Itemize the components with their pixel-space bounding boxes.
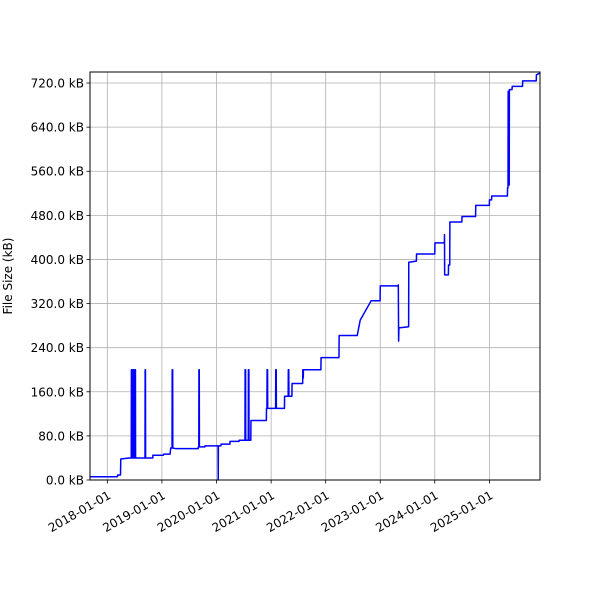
grid	[90, 72, 540, 481]
y-tick-label: 160.0 kB	[31, 385, 84, 399]
y-tick-label: 640.0 kB	[31, 121, 84, 135]
y-axis-label: File Size (kB)	[1, 238, 15, 315]
y-tick-label: 0.0 kB	[46, 474, 84, 488]
series-layer	[90, 72, 541, 481]
y-tick-label: 720.0 kB	[31, 77, 84, 91]
plot-frame	[89, 71, 541, 481]
y-tick-label: 480.0 kB	[31, 209, 84, 223]
y-tick-label: 80.0 kB	[38, 429, 84, 443]
y-tick-label: 320.0 kB	[31, 297, 84, 311]
series-line-0	[90, 72, 541, 481]
y-axis-ticks: 0.0 kB 80.0 kB 160.0 kB 240.0 kB 320.0 kB 400…	[31, 77, 90, 488]
y-tick-label: 400.0 kB	[31, 253, 84, 267]
y-tick-label: 560.0 kB	[31, 165, 84, 179]
y-tick-label: 240.0 kB	[31, 341, 84, 355]
